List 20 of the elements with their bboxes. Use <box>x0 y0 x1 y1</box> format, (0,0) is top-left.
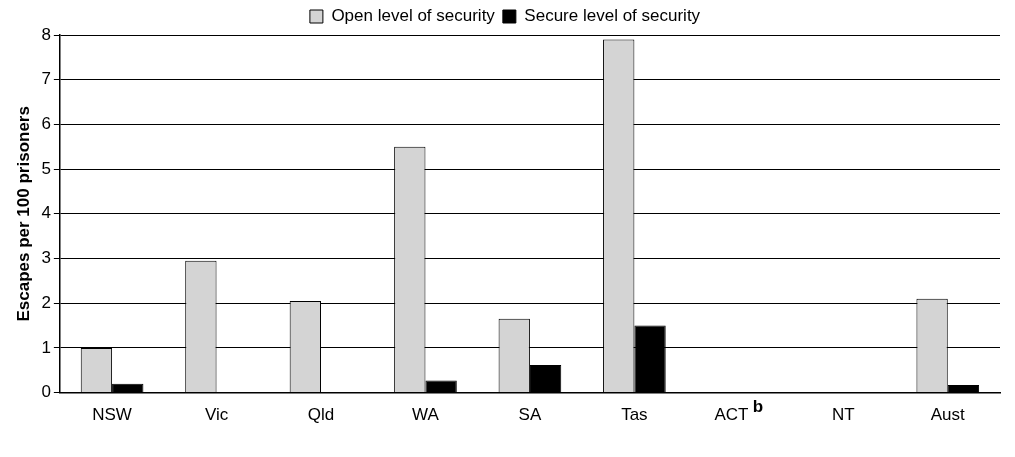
y-tick-label: 2 <box>41 292 51 312</box>
x-tick-label: Vic <box>204 404 229 425</box>
y-tick-label: 3 <box>41 248 51 268</box>
x-tick-label: WA <box>412 404 439 425</box>
y-tick-label: 8 <box>41 24 51 44</box>
y-tick-label: 1 <box>41 337 51 357</box>
x-tick-label: Qld <box>307 404 335 425</box>
y-tick-label: 0 <box>41 382 51 402</box>
y-tick-label: 6 <box>41 114 51 134</box>
y-axis-title: Escapes per 100 prisoners <box>13 106 33 322</box>
x-tick-label: Aust <box>930 404 965 425</box>
y-tick-label: 5 <box>41 158 51 178</box>
legend-label: Open level of security <box>331 6 496 26</box>
x-tick-label: SA <box>518 404 542 425</box>
legend-label: Secure level of security <box>524 6 701 26</box>
x-tick-label: NSW <box>92 404 132 425</box>
x-tick-label: Tas <box>621 404 648 425</box>
x-tick-label: NT <box>831 404 855 425</box>
y-tick-label: 4 <box>41 203 51 223</box>
y-tick-label: 7 <box>41 69 51 89</box>
